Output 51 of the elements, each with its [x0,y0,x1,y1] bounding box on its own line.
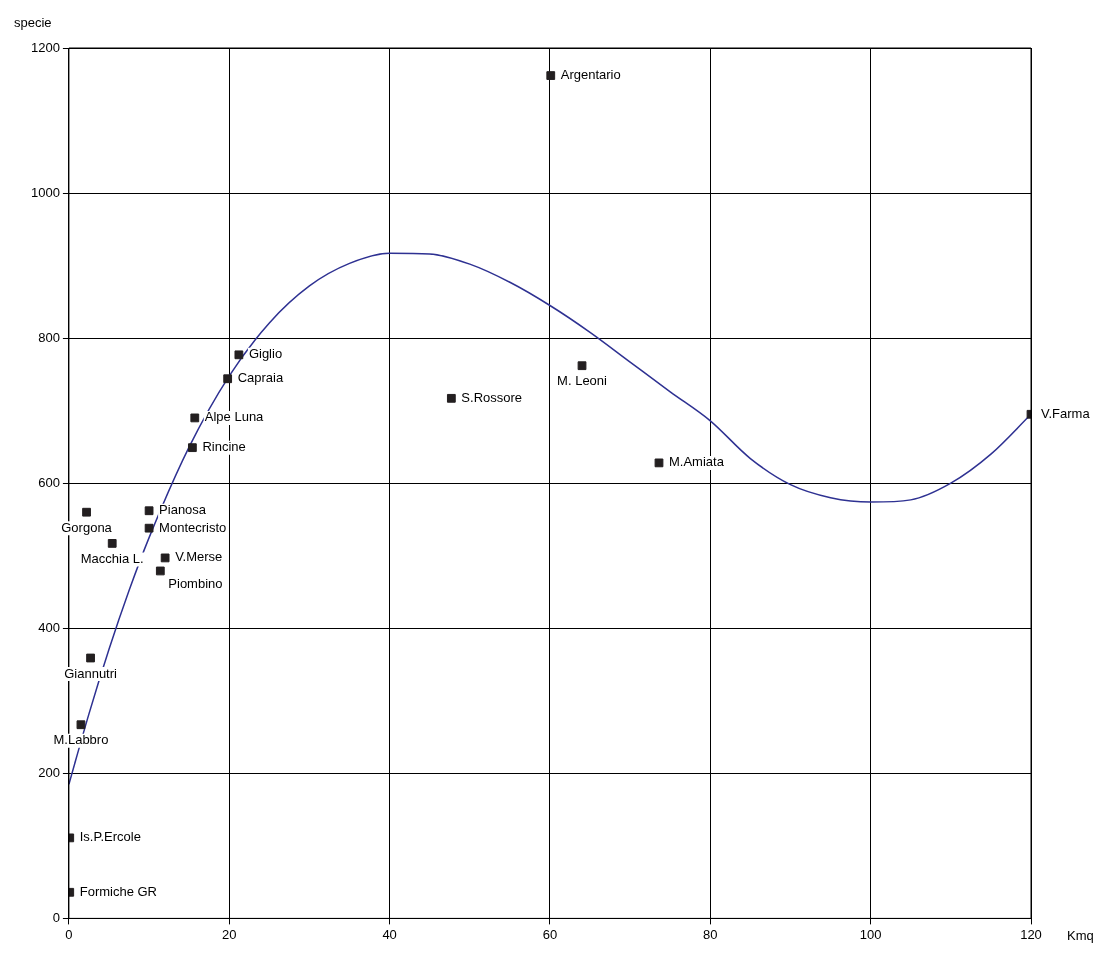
x-axis-title: Kmq [1067,927,1094,943]
annotation: Gorgona [61,519,113,535]
point [188,443,197,453]
y-axis-title: specie [13,15,52,31]
y-tick-label: 1200 [31,39,60,55]
x-tick-label: 80 [703,926,718,942]
annotation: Montecristo [159,519,227,535]
point [160,553,170,563]
point [446,393,456,403]
annotation: Formiche GR [79,883,158,899]
y-tick-label: 600 [38,474,60,490]
annotation: Pianosa [159,502,207,518]
point [86,653,95,663]
x-tick-label: 0 [65,926,73,942]
point [234,350,244,360]
annotation: Capraia [237,370,284,386]
x-tick-label: 100 [859,926,882,942]
y-tick-label: 400 [38,619,60,635]
annotation: M.Amiata [669,454,725,470]
annotation: Macchia L. [80,550,144,566]
annotation: Giglio [248,346,283,362]
annotation: Piombino [168,575,223,591]
point [223,374,233,384]
point [76,720,86,730]
annotation: M. Leoni [557,373,608,389]
point [144,506,154,516]
point [107,539,117,548]
x-tick-label: 40 [382,926,397,942]
y-tick-label: 200 [38,764,60,780]
point [654,458,664,468]
point [190,413,200,423]
annotation: S.Rossore [461,389,523,405]
annotation: V.Merse [175,549,223,565]
y-tick-label: 1000 [31,184,60,200]
y-tick-label: 0 [52,909,60,925]
y-tick-label: 800 [38,329,60,345]
annotation: Giannutri [64,665,118,681]
annotation: Argentario [560,67,621,83]
x-tick-label: 60 [542,926,558,942]
annotation: Rincine [202,439,246,455]
x-tick-label: 120 [1020,926,1042,942]
point [82,507,91,517]
annotation: M.Labbro [53,732,109,748]
x-tick-label: 20 [222,926,237,942]
point [144,523,154,533]
annotation: Alpe Luna [204,409,265,425]
point [577,361,587,371]
point [546,71,556,80]
point [155,566,165,576]
annotation: Is.P.Ercole [79,829,141,845]
annotation: V.Farma [1041,405,1091,421]
